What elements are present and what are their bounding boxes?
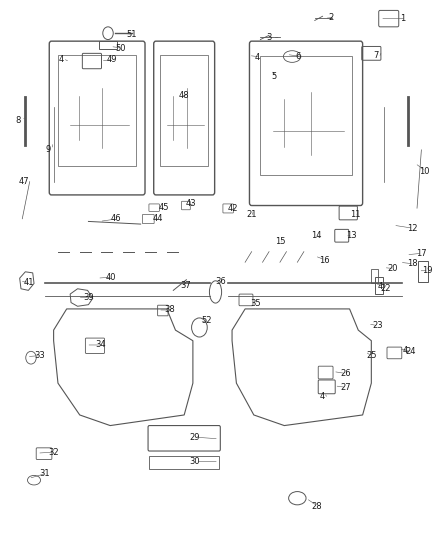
Text: 28: 28 bbox=[311, 502, 322, 511]
Text: 20: 20 bbox=[388, 264, 399, 273]
Bar bbox=[260, 56, 352, 175]
Text: 38: 38 bbox=[165, 305, 175, 314]
Text: 9: 9 bbox=[46, 146, 51, 155]
Text: 35: 35 bbox=[251, 299, 261, 308]
Text: 5: 5 bbox=[271, 72, 276, 81]
Text: 24: 24 bbox=[405, 347, 416, 356]
Bar bbox=[149, 456, 219, 469]
Text: 17: 17 bbox=[416, 249, 426, 258]
Text: 11: 11 bbox=[350, 210, 361, 219]
Text: 25: 25 bbox=[366, 351, 377, 360]
Text: 23: 23 bbox=[372, 321, 383, 330]
Text: 44: 44 bbox=[153, 214, 163, 223]
Text: 13: 13 bbox=[346, 231, 357, 240]
Text: 1: 1 bbox=[399, 14, 405, 23]
Text: 4: 4 bbox=[378, 282, 383, 291]
Text: 52: 52 bbox=[201, 316, 212, 325]
Text: 40: 40 bbox=[106, 272, 117, 281]
Text: 42: 42 bbox=[228, 204, 238, 213]
Text: 45: 45 bbox=[159, 203, 170, 212]
Text: 50: 50 bbox=[116, 44, 126, 53]
Text: 14: 14 bbox=[311, 231, 322, 240]
Text: 51: 51 bbox=[127, 30, 137, 39]
Text: 37: 37 bbox=[180, 280, 191, 289]
Bar bbox=[371, 269, 378, 284]
Text: 41: 41 bbox=[24, 278, 35, 287]
Text: 4: 4 bbox=[403, 346, 408, 355]
Text: 31: 31 bbox=[40, 469, 50, 478]
Text: 4: 4 bbox=[254, 53, 260, 62]
Text: 19: 19 bbox=[422, 266, 433, 275]
Text: 8: 8 bbox=[15, 116, 21, 125]
Text: 46: 46 bbox=[111, 214, 122, 223]
Text: 33: 33 bbox=[34, 351, 45, 360]
Text: 7: 7 bbox=[374, 51, 379, 60]
Bar bbox=[160, 55, 208, 166]
Text: 4: 4 bbox=[320, 392, 325, 401]
Bar bbox=[375, 277, 383, 294]
Text: 21: 21 bbox=[246, 210, 257, 219]
Text: 34: 34 bbox=[95, 341, 106, 350]
Text: 30: 30 bbox=[189, 457, 200, 466]
Text: 47: 47 bbox=[19, 177, 29, 186]
Text: 26: 26 bbox=[340, 369, 350, 378]
Text: 15: 15 bbox=[275, 237, 285, 246]
Text: 49: 49 bbox=[107, 55, 117, 64]
Text: 2: 2 bbox=[328, 13, 334, 22]
Text: 39: 39 bbox=[83, 293, 94, 302]
Text: 29: 29 bbox=[189, 433, 200, 442]
Text: 4: 4 bbox=[59, 55, 64, 64]
Text: 10: 10 bbox=[419, 166, 430, 175]
Text: 16: 16 bbox=[319, 256, 330, 265]
Text: 48: 48 bbox=[179, 91, 190, 100]
Text: 36: 36 bbox=[215, 277, 226, 286]
Text: 3: 3 bbox=[266, 33, 272, 42]
Bar bbox=[418, 261, 428, 282]
Bar bbox=[99, 41, 117, 49]
Text: 22: 22 bbox=[380, 284, 391, 293]
Bar bbox=[58, 55, 136, 166]
Text: 32: 32 bbox=[48, 448, 59, 457]
Text: 6: 6 bbox=[295, 52, 300, 61]
Text: 12: 12 bbox=[407, 224, 417, 233]
Text: 18: 18 bbox=[407, 260, 418, 268]
Text: 27: 27 bbox=[340, 383, 350, 392]
Text: 43: 43 bbox=[186, 199, 197, 208]
